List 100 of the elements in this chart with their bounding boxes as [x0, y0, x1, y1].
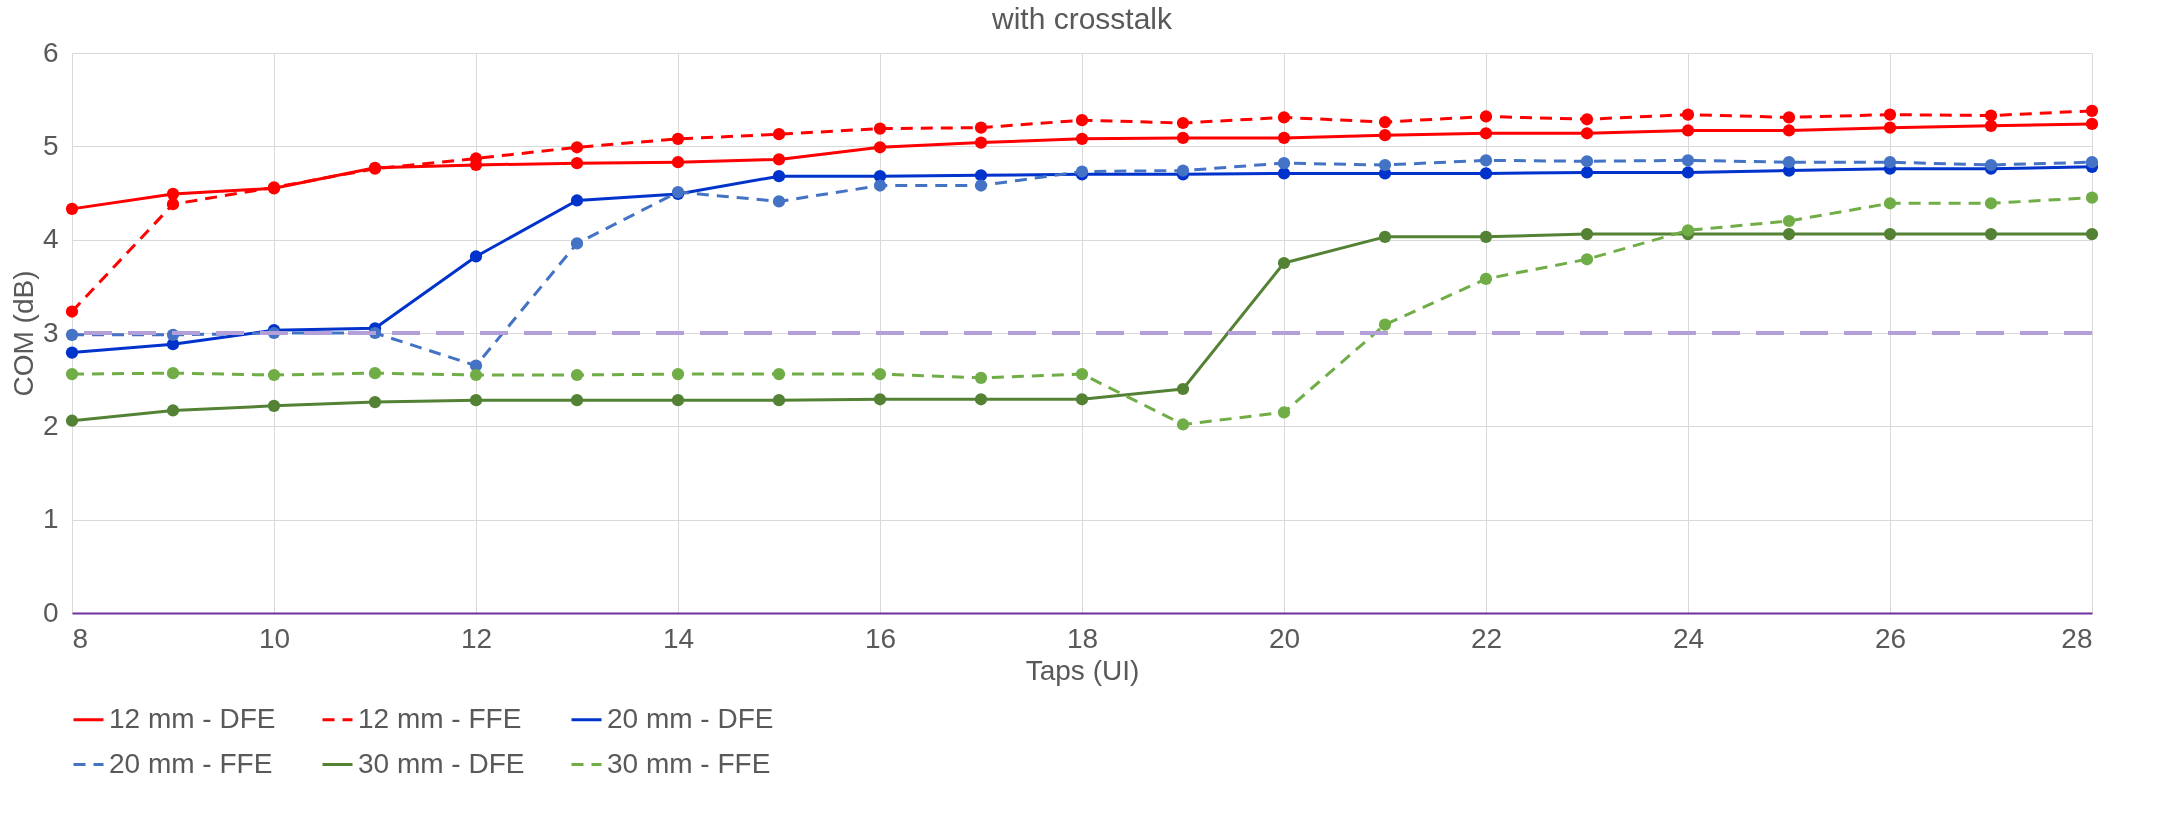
point	[1277, 406, 1291, 419]
point	[1984, 158, 1998, 172]
point	[1277, 157, 1291, 170]
point	[1479, 154, 1493, 167]
point	[1479, 167, 1493, 180]
point	[772, 128, 786, 141]
point	[267, 399, 281, 412]
point	[65, 328, 79, 341]
point	[65, 414, 79, 427]
point	[267, 368, 281, 382]
point	[772, 367, 786, 381]
point	[1681, 154, 1695, 167]
y-tick-label: 3	[42, 316, 59, 348]
point	[873, 122, 887, 135]
point	[1176, 116, 1190, 130]
point	[1378, 158, 1392, 172]
point	[2085, 104, 2099, 117]
x-tick-label: 14	[662, 622, 695, 654]
x-tick-label: 18	[1066, 622, 1099, 654]
point	[469, 250, 483, 263]
point	[2085, 156, 2099, 169]
point	[65, 305, 79, 318]
x-tick-label: 28	[2061, 622, 2093, 654]
x-tick-label: 12	[460, 622, 493, 654]
point	[772, 153, 786, 166]
x-tick-label: 26	[1874, 622, 1907, 654]
point	[1479, 230, 1493, 243]
legend-label: 20 mm - FFE	[109, 747, 273, 779]
point	[1176, 164, 1190, 177]
point	[1378, 318, 1392, 331]
y-tick-label: 2	[42, 409, 59, 441]
point	[1782, 124, 1796, 137]
point	[469, 394, 483, 407]
point	[1782, 156, 1796, 169]
legend-label: 12 mm - DFE	[109, 702, 276, 734]
y-tick-label: 0	[42, 596, 59, 628]
point	[772, 195, 786, 208]
point	[671, 367, 685, 381]
point	[368, 367, 382, 380]
point	[1176, 382, 1190, 396]
point	[772, 394, 786, 407]
point	[570, 368, 584, 382]
point	[873, 179, 887, 192]
point	[873, 393, 887, 406]
point	[1782, 214, 1796, 228]
point	[772, 170, 786, 183]
point	[1075, 114, 1089, 127]
legend-label: 20 mm - DFE	[607, 702, 774, 734]
point	[1580, 166, 1594, 179]
point	[166, 198, 180, 211]
x-tick-label: 20	[1268, 622, 1301, 654]
point	[368, 395, 382, 409]
point	[1984, 119, 1998, 132]
point	[570, 394, 584, 407]
point	[1883, 227, 1897, 241]
point	[166, 404, 180, 417]
x-tick-label: 16	[864, 622, 897, 654]
x-tick-label: 24	[1672, 622, 1705, 654]
point	[1681, 166, 1695, 179]
point	[974, 371, 988, 384]
point	[65, 202, 79, 215]
point	[1883, 156, 1897, 169]
point	[1984, 197, 1998, 210]
x-tick-label: 22	[1470, 622, 1503, 654]
point	[974, 169, 988, 182]
point	[469, 368, 483, 382]
point	[671, 156, 685, 169]
point	[1075, 132, 1089, 145]
point	[1580, 253, 1594, 266]
point	[1681, 224, 1695, 237]
point	[1782, 111, 1796, 124]
point	[2085, 227, 2099, 241]
point	[570, 141, 584, 154]
point	[1984, 109, 1998, 122]
point	[2085, 117, 2099, 131]
x-tick-label: 10	[258, 622, 291, 654]
point	[2085, 191, 2099, 204]
point	[1277, 111, 1291, 124]
point	[1075, 393, 1089, 406]
point	[1176, 418, 1190, 431]
legend-label: 30 mm - DFE	[358, 747, 525, 779]
point	[1479, 272, 1493, 285]
point	[974, 136, 988, 149]
point	[65, 367, 79, 381]
point	[1984, 227, 1998, 241]
point	[1176, 131, 1190, 145]
point	[974, 179, 988, 192]
point	[1378, 129, 1392, 142]
point	[1075, 367, 1089, 381]
point	[1883, 121, 1897, 134]
point	[1883, 197, 1897, 210]
point	[65, 346, 79, 359]
y-tick-label: 5	[42, 129, 59, 161]
y-tick-label: 4	[42, 223, 59, 255]
point	[1277, 167, 1291, 180]
point	[1580, 127, 1594, 140]
point	[570, 237, 584, 250]
point	[166, 367, 180, 380]
point	[1681, 124, 1695, 137]
point	[1378, 115, 1392, 129]
